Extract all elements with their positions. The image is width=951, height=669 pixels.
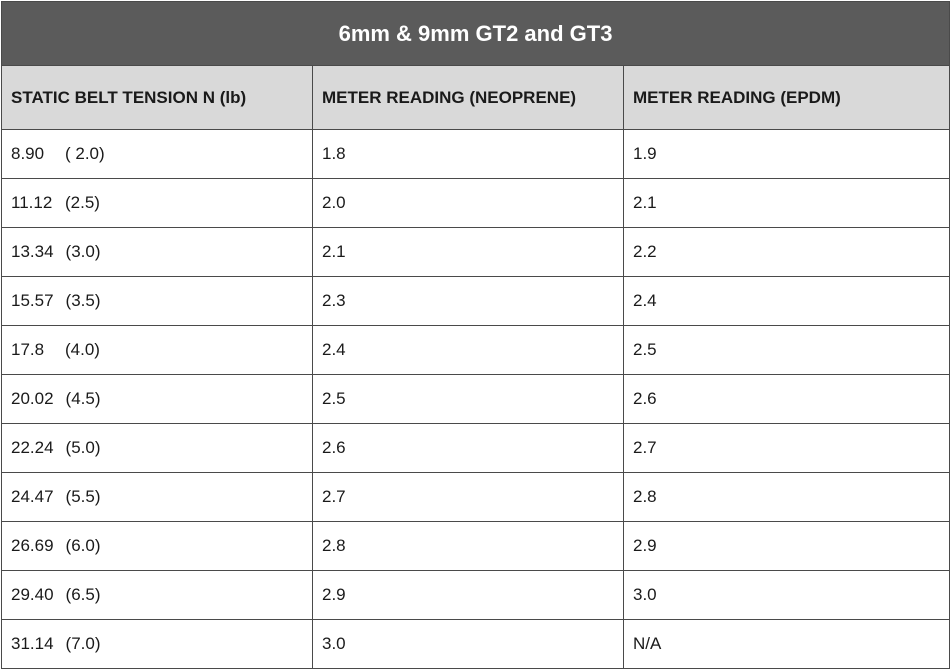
neoprene-reading-cell: 2.8 — [312, 521, 624, 571]
header-static-belt-tension: STATIC BELT TENSION N (lb) — [1, 65, 313, 130]
table-row: 29.40 (6.5) 2.9 3.0 — [1, 570, 951, 620]
epdm-reading-cell: 2.8 — [622, 472, 951, 522]
tension-cell: 31.14 (7.0) — [1, 619, 313, 669]
table-body: 8.90 ( 2.0) 1.8 1.9 11.12 (2.5) 2.0 2.1 13.34 (3.… — [1, 129, 951, 669]
table-row: 15.57 (3.5) 2.3 2.4 — [1, 276, 951, 326]
tension-newtons: 31.14 — [11, 634, 54, 653]
neoprene-reading-cell: 1.8 — [312, 129, 624, 179]
epdm-reading-cell: 1.9 — [622, 129, 951, 179]
tension-newtons: 13.34 — [11, 242, 54, 261]
tension-newtons: 20.02 — [11, 389, 54, 408]
tension-cell: 26.69 (6.0) — [1, 521, 313, 571]
header-meter-reading-neoprene: METER READING (NEOPRENE) — [312, 65, 624, 130]
epdm-reading-cell: 2.6 — [622, 374, 951, 424]
tension-pounds: ( 2.0) — [65, 144, 105, 163]
tension-pounds: (5.0) — [65, 438, 101, 457]
tension-newtons: 17.8 — [11, 340, 45, 359]
tension-pounds: (4.5) — [65, 389, 101, 408]
neoprene-reading-cell: 2.5 — [312, 374, 624, 424]
neoprene-reading-cell: 2.9 — [312, 570, 624, 620]
table-row: 20.02 (4.5) 2.5 2.6 — [1, 374, 951, 424]
epdm-reading-cell: 2.1 — [622, 178, 951, 228]
epdm-reading-cell: 2.9 — [622, 521, 951, 571]
tension-cell: 20.02 (4.5) — [1, 374, 313, 424]
tension-newtons: 8.90 — [11, 144, 45, 163]
table-row: 26.69 (6.0) 2.8 2.9 — [1, 521, 951, 571]
tension-newtons: 15.57 — [11, 291, 54, 310]
tension-newtons: 26.69 — [11, 536, 54, 555]
tension-cell: 15.57 (3.5) — [1, 276, 313, 326]
tension-cell: 29.40 (6.5) — [1, 570, 313, 620]
tension-cell: 17.8 (4.0) — [1, 325, 313, 375]
tension-newtons: 24.47 — [11, 487, 54, 506]
neoprene-reading-cell: 2.7 — [312, 472, 624, 522]
header-meter-reading-epdm: METER READING (EPDM) — [622, 65, 951, 130]
tension-cell: 8.90 ( 2.0) — [1, 129, 313, 179]
epdm-reading-cell: 2.4 — [622, 276, 951, 326]
tension-newtons: 22.24 — [11, 438, 54, 457]
table-row: 22.24 (5.0) 2.6 2.7 — [1, 423, 951, 473]
tension-pounds: (2.5) — [65, 193, 100, 212]
epdm-reading-cell: 2.5 — [622, 325, 951, 375]
table-title-row: 6mm & 9mm GT2 and GT3 — [0, 1, 951, 66]
neoprene-reading-cell: 2.3 — [312, 276, 624, 326]
tension-pounds: (6.0) — [65, 536, 101, 555]
tension-newtons: 11.12 — [11, 193, 53, 212]
table-row: 11.12 (2.5) 2.0 2.1 — [1, 178, 951, 228]
tension-pounds: (4.0) — [65, 340, 100, 359]
epdm-reading-cell: N/A — [622, 619, 951, 669]
neoprene-reading-cell: 2.0 — [312, 178, 624, 228]
table-row: 8.90 ( 2.0) 1.8 1.9 — [1, 129, 951, 179]
tension-pounds: (3.0) — [65, 242, 101, 261]
tension-newtons: 29.40 — [11, 585, 54, 604]
table-header-row: STATIC BELT TENSION N (lb) METER READING… — [1, 65, 951, 130]
table-row: 31.14 (7.0) 3.0 N/A — [1, 619, 951, 669]
table-title: 6mm & 9mm GT2 and GT3 — [0, 1, 951, 66]
epdm-reading-cell: 3.0 — [622, 570, 951, 620]
tension-cell: 11.12 (2.5) — [1, 178, 313, 228]
tension-pounds: (3.5) — [65, 291, 101, 310]
epdm-reading-cell: 2.2 — [622, 227, 951, 277]
tension-pounds: (5.5) — [65, 487, 101, 506]
tension-pounds: (6.5) — [65, 585, 101, 604]
table-row: 13.34 (3.0) 2.1 2.2 — [1, 227, 951, 277]
table-row: 24.47 (5.5) 2.7 2.8 — [1, 472, 951, 522]
tension-cell: 13.34 (3.0) — [1, 227, 313, 277]
neoprene-reading-cell: 2.4 — [312, 325, 624, 375]
tension-cell: 24.47 (5.5) — [1, 472, 313, 522]
neoprene-reading-cell: 3.0 — [312, 619, 624, 669]
table-row: 17.8 (4.0) 2.4 2.5 — [1, 325, 951, 375]
neoprene-reading-cell: 2.6 — [312, 423, 624, 473]
epdm-reading-cell: 2.7 — [622, 423, 951, 473]
tension-pounds: (7.0) — [65, 634, 101, 653]
neoprene-reading-cell: 2.1 — [312, 227, 624, 277]
tension-cell: 22.24 (5.0) — [1, 423, 313, 473]
